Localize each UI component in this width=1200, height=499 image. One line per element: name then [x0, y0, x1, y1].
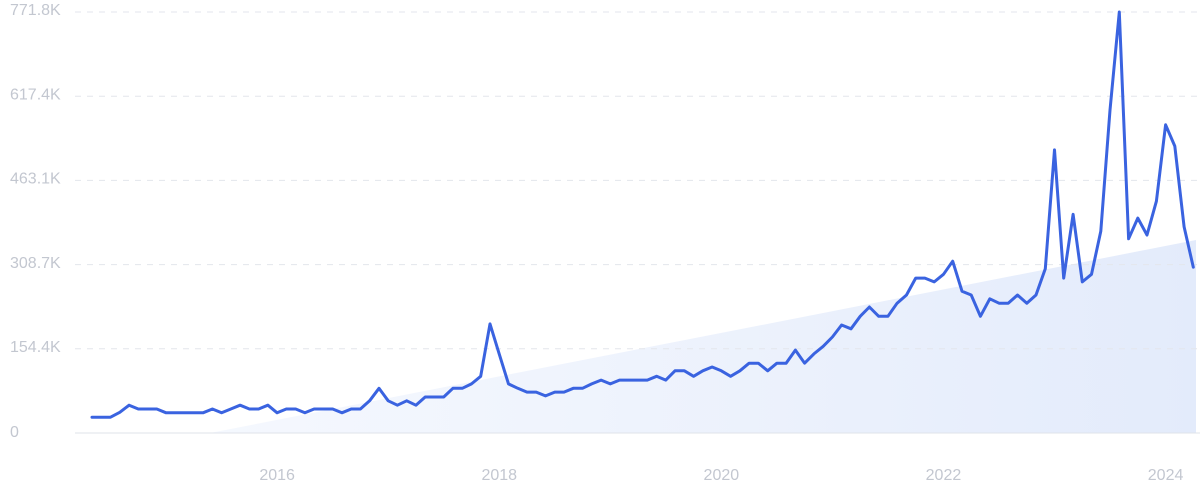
- y-tick-label: 463.1K: [10, 171, 61, 188]
- y-tick-label: 154.4K: [10, 339, 61, 356]
- x-tick-label: 2016: [259, 467, 295, 484]
- y-tick-label: 617.4K: [10, 86, 61, 103]
- line: [90, 10, 1195, 419]
- x-tick-label: 2024: [1148, 467, 1184, 484]
- x-tick-label: 2018: [481, 467, 517, 484]
- y-tick-label: 771.8K: [10, 2, 61, 19]
- x-tick-label: 2020: [704, 467, 740, 484]
- y-tick-label: 308.7K: [10, 255, 61, 272]
- x-tick-label: 2022: [926, 467, 962, 484]
- trend-area: [210, 240, 1196, 433]
- y-tick-label: 0: [10, 424, 19, 441]
- plot: 0 154.4K 308.7K 463.1K 617.4K 771.8K 2016 2018 2…: [10, 2, 1200, 484]
